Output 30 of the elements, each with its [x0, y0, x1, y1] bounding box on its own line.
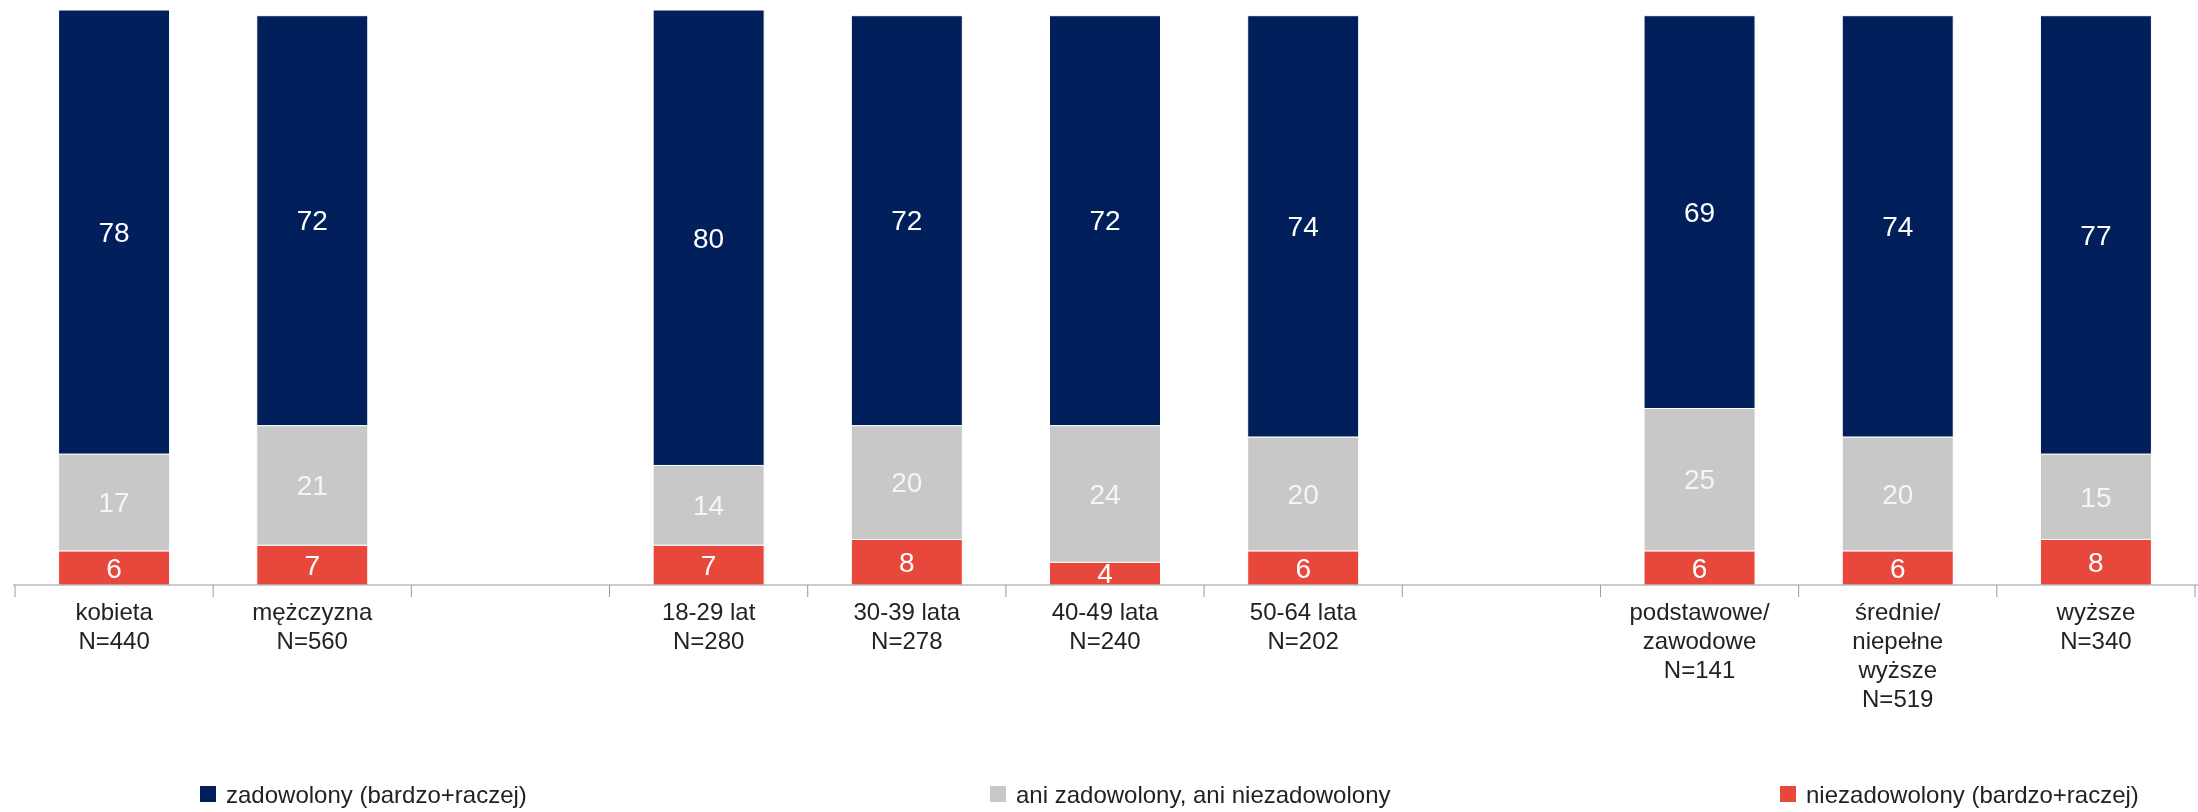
- x-tick-label: wyższe N=340: [2055, 598, 2136, 654]
- x-tick-label: średnie/ niepełne wyższe N=519: [1852, 598, 1944, 712]
- data-label: 7: [700, 549, 717, 581]
- data-label: 4: [1097, 558, 1113, 590]
- data-label: 6: [1295, 552, 1311, 584]
- x-tick-label: 30-39 lata N=278: [853, 598, 961, 654]
- data-label: 69: [1683, 196, 1716, 228]
- legend-label: niezadowolony (bardzo+raczej): [1806, 781, 2139, 809]
- x-tick-label: kobieta N=440: [75, 598, 154, 654]
- x-tick-label: podstawowe/ zawodowe N=141: [1629, 598, 1770, 683]
- data-label: 74: [1287, 211, 1319, 243]
- data-label: 7: [304, 549, 321, 581]
- data-label: 77: [2080, 219, 2112, 251]
- data-label: 6: [106, 552, 122, 584]
- data-label: 6: [1691, 552, 1708, 584]
- data-label: 8: [899, 547, 915, 579]
- x-tick-label: 18-29 lat N=280: [661, 598, 756, 654]
- data-label: 80: [693, 222, 725, 254]
- data-label: 74: [1882, 211, 1914, 243]
- x-tick-label: mężczyzna N=560: [252, 598, 373, 654]
- legend-label: zadowolony (bardzo+raczej): [226, 781, 527, 809]
- data-label: 8: [2088, 547, 2104, 579]
- legend-label: ani zadowolony, ani niezadowolony: [1016, 781, 1391, 809]
- x-tick-label: 40-49 lata N=240: [1051, 598, 1160, 654]
- data-label: 72: [296, 205, 328, 237]
- data-label: 6: [1889, 552, 1906, 584]
- data-label: 72: [891, 205, 923, 237]
- x-tick-label: 50-64 lata N=202: [1249, 598, 1358, 654]
- data-label: 78: [98, 216, 130, 248]
- data-label: 72: [1089, 205, 1121, 237]
